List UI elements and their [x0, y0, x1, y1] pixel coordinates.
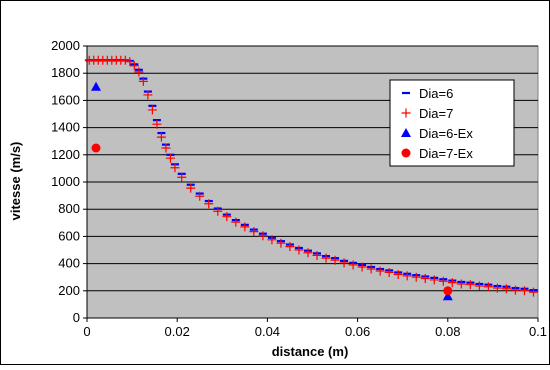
- data-point: [438, 276, 448, 286]
- data-point: [384, 267, 394, 277]
- data-point: [285, 242, 295, 252]
- data-point: [528, 287, 538, 297]
- data-point: [465, 280, 475, 290]
- data-point: [339, 258, 349, 268]
- y-axis-ticks: 0 200 400 600 800 1000 1200 1400 1600 1800 2000: [51, 38, 87, 325]
- data-point: [222, 212, 232, 222]
- y-tick-label: 1000: [51, 174, 80, 189]
- y-tick-label: 1200: [51, 147, 80, 162]
- data-point: [204, 199, 214, 209]
- data-point: [442, 291, 453, 301]
- y-tick-label: 2000: [51, 38, 80, 53]
- data-point: [276, 238, 286, 248]
- series-4: [91, 143, 453, 296]
- data-point: [348, 260, 358, 270]
- legend-item: Dia=7-Ex: [401, 146, 473, 161]
- data-point: [447, 278, 457, 288]
- y-tick-label: 600: [58, 228, 80, 243]
- y-tick-label: 200: [58, 283, 80, 298]
- x-tick-label: 0.06: [345, 324, 370, 339]
- data-point: [401, 128, 411, 137]
- data-point: [258, 231, 268, 241]
- legend-label: Dia=6: [419, 86, 453, 101]
- x-tick-label: 0.1: [529, 324, 547, 339]
- x-tick-label: 0: [83, 324, 90, 339]
- x-tick-label: 0.08: [435, 324, 460, 339]
- legend-item: Dia=6: [402, 86, 453, 101]
- data-point: [366, 264, 376, 274]
- y-tick-label: 1800: [51, 65, 80, 80]
- data-point: [161, 143, 171, 153]
- data-point: [177, 172, 187, 182]
- data-point: [213, 206, 223, 216]
- data-point: [492, 283, 502, 293]
- y-tick-label: 0: [73, 310, 80, 325]
- data-point: [170, 163, 180, 173]
- legend-item: Dia=7: [401, 106, 453, 121]
- data-point: [510, 285, 520, 295]
- y-axis-label: vitesse (m/s): [8, 142, 23, 221]
- data-point: [519, 286, 529, 296]
- data-point: [231, 217, 241, 227]
- data-point: [402, 271, 412, 281]
- series-2: [84, 55, 538, 297]
- data-point: [420, 274, 430, 284]
- data-point: [303, 248, 313, 258]
- data-point: [129, 61, 139, 71]
- data-point: [411, 272, 421, 282]
- data-point: [312, 250, 322, 260]
- data-point: [143, 90, 153, 100]
- data-point: [125, 57, 135, 67]
- data-point: [147, 105, 157, 115]
- data-point: [501, 284, 511, 294]
- data-point: [375, 266, 385, 276]
- legend-label: Dia=7: [419, 106, 453, 121]
- data-point: [443, 286, 453, 296]
- data-point: [91, 143, 101, 153]
- data-point: [195, 191, 205, 201]
- x-axis-ticks: 0 0.02 0.04 0.06 0.08 0.1: [83, 46, 547, 339]
- x-tick-label: 0.02: [165, 324, 190, 339]
- data-point: [138, 76, 148, 86]
- data-point: [134, 67, 144, 77]
- y-tick-label: 800: [58, 201, 80, 216]
- data-point: [91, 81, 102, 91]
- legend-label: Dia=6-Ex: [419, 126, 473, 141]
- y-tick-label: 400: [58, 256, 80, 271]
- x-axis-label: distance (m): [272, 344, 349, 359]
- legend-item: Dia=6-Ex: [401, 126, 473, 141]
- legend-box: [389, 79, 515, 167]
- data-point: [401, 148, 411, 158]
- data-point: [240, 222, 250, 232]
- data-point: [120, 55, 130, 65]
- data-point: [156, 132, 166, 142]
- data-point: [267, 235, 277, 245]
- legend: Dia=6 Dia=7 Dia=6-Ex Dia=7-Ex: [389, 79, 515, 167]
- data-point: [165, 153, 175, 163]
- data-point: [186, 183, 196, 193]
- data-point: [294, 245, 304, 255]
- x-tick-label: 0.04: [255, 324, 280, 339]
- data-point: [474, 281, 484, 291]
- data-marks: [84, 55, 538, 301]
- data-point: [483, 282, 493, 292]
- y-tick-label: 1400: [51, 120, 80, 135]
- data-point: [321, 253, 331, 263]
- legend-label: Dia=7-Ex: [419, 146, 473, 161]
- y-tick-label: 1600: [51, 92, 80, 107]
- data-point: [249, 227, 259, 237]
- data-point: [330, 255, 340, 265]
- series-3: [91, 81, 453, 301]
- data-point: [357, 262, 367, 272]
- data-point: [429, 275, 439, 285]
- data-point: [401, 108, 411, 118]
- data-point: [152, 119, 162, 129]
- data-point: [393, 269, 403, 279]
- data-point: [456, 279, 466, 289]
